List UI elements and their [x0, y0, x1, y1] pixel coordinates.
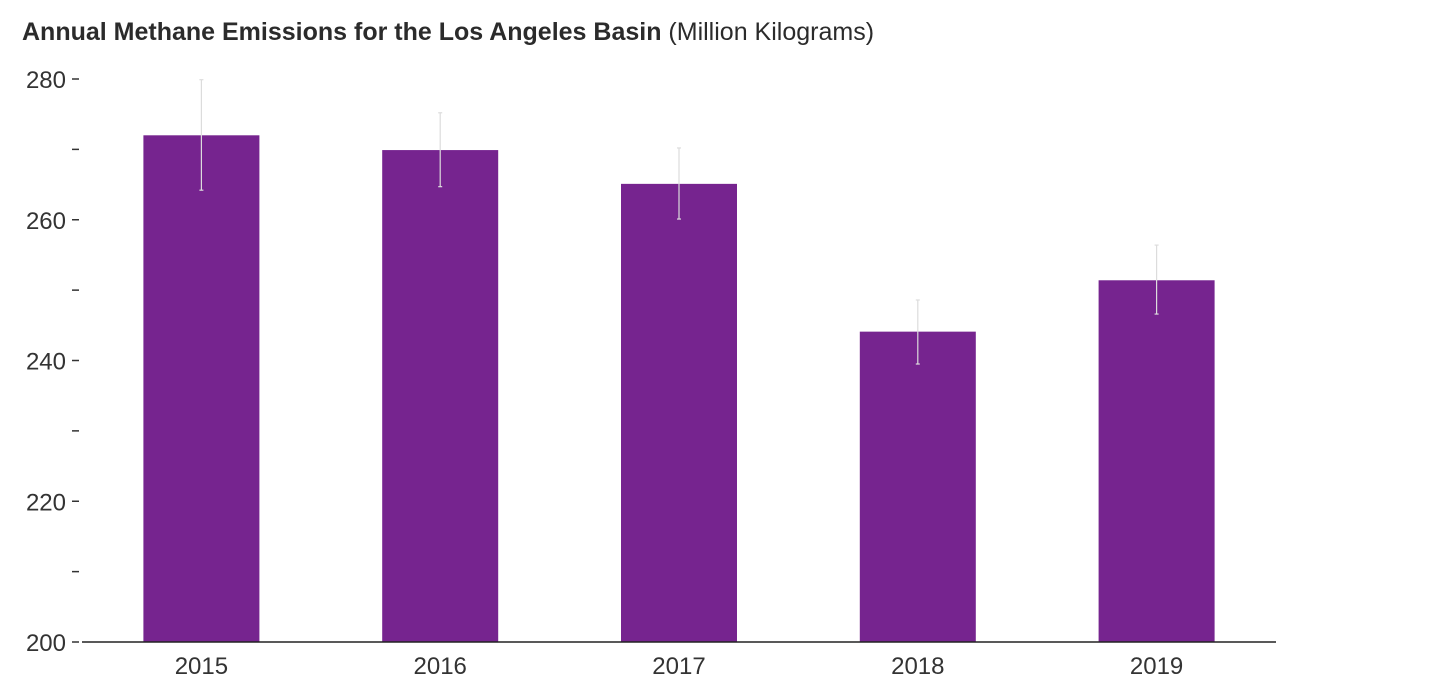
x-tick-label: 2017: [652, 653, 705, 680]
bar-2018: [859, 331, 976, 642]
title-units: (Million Kilograms): [668, 18, 875, 46]
bar-2016: [382, 150, 499, 643]
y-tick-label: 220: [26, 489, 66, 516]
x-tick-label: 2016: [414, 653, 467, 680]
x-tick-label: 2018: [891, 653, 944, 680]
y-tick-label: 280: [26, 67, 66, 94]
chart-title: Annual Methane Emissions for the Los Ang…: [22, 18, 874, 47]
y-tick-label: 200: [26, 630, 66, 657]
x-tick-label: 2019: [1130, 653, 1183, 680]
y-tick-label: 240: [26, 349, 66, 376]
bar-2019: [1098, 280, 1215, 642]
bar-2017: [621, 183, 737, 642]
title-main: Annual Methane Emissions for the Los Ang…: [22, 18, 662, 46]
y-tick-label: 260: [26, 208, 66, 235]
bar-2015: [143, 135, 260, 643]
x-tick-label: 2015: [175, 653, 228, 680]
